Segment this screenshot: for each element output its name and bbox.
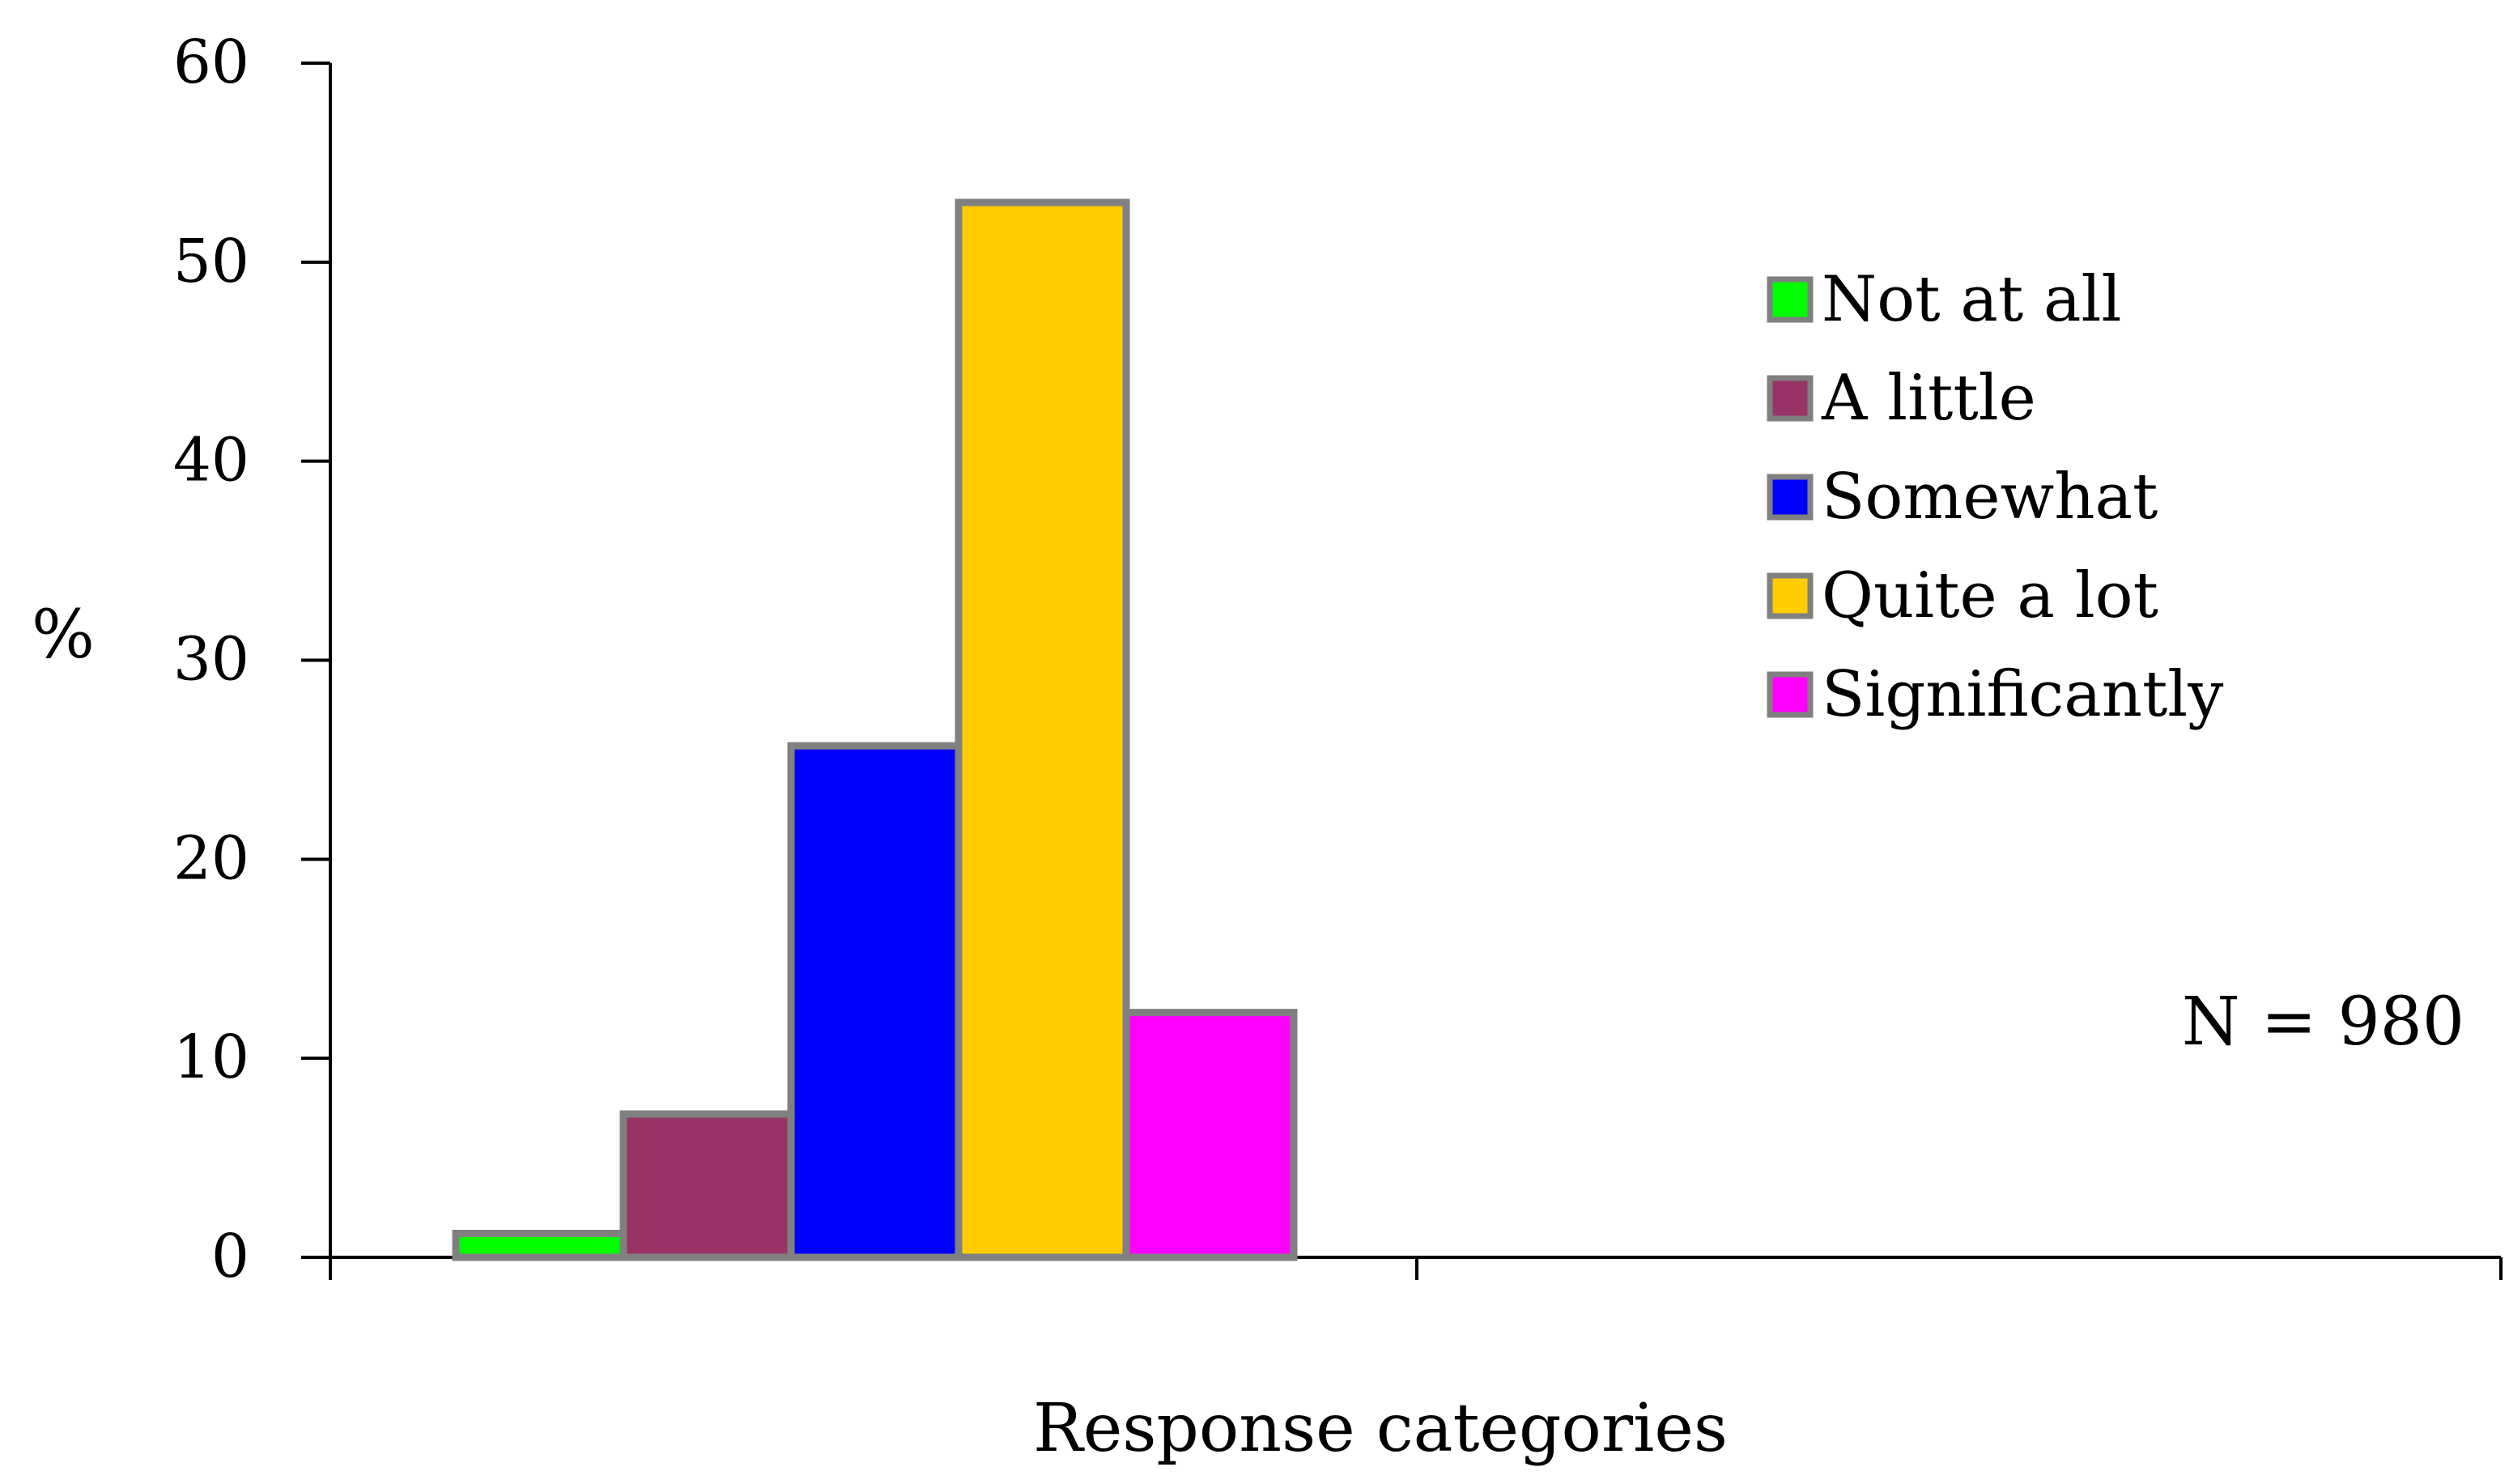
y-tick-label: 0 (211, 1222, 249, 1291)
bar-quite-a-lot (955, 198, 1130, 1261)
bar-a-little (619, 1110, 795, 1261)
x-axis-label: Response categories (1033, 1390, 1728, 1467)
legend-label: Not at all (1822, 263, 2121, 336)
sample-size-annotation: N = 980 (2182, 984, 2464, 1061)
legend-label: Quite a lot (1822, 559, 2158, 632)
bar-not-at-all (452, 1230, 627, 1261)
y-axis-label: % (32, 597, 95, 674)
bars (452, 198, 1298, 1261)
legend-swatch (1767, 474, 1814, 521)
y-axis-ticks: 0 10 20 30 40 50 60 (173, 28, 330, 1291)
y-tick-label: 20 (173, 823, 249, 893)
y-tick-label: 30 (173, 625, 249, 695)
legend-swatch (1767, 671, 1814, 718)
y-tick-label: 50 (173, 227, 249, 296)
y-tick-label: 10 (173, 1023, 249, 1092)
legend-swatch (1767, 375, 1814, 422)
legend-label: A little (1821, 362, 2036, 435)
bar-significantly (1122, 1009, 1298, 1261)
legend-swatch (1767, 276, 1814, 323)
legend: Not at all A little Somewhat Quite a lot Sig… (1767, 263, 2223, 731)
y-tick-label: 60 (173, 28, 249, 97)
bar-somewhat (787, 742, 963, 1261)
legend-label: Somewhat (1822, 461, 2158, 534)
legend-label: Significantly (1822, 658, 2223, 731)
legend-swatch (1767, 572, 1814, 619)
y-tick-label: 40 (173, 426, 249, 495)
